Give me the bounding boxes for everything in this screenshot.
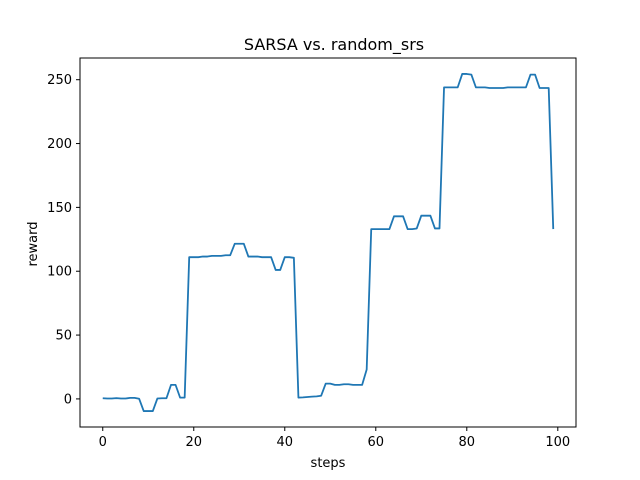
x-tick-label: 80	[459, 435, 476, 450]
plot-area	[79, 57, 577, 428]
x-axis: 0 20 40 60 80 100	[99, 427, 570, 450]
x-axis-label: steps	[311, 456, 346, 471]
y-tick-label: 200	[47, 137, 72, 152]
y-tick-label: 100	[47, 265, 72, 280]
y-axis-label: reward	[26, 221, 41, 266]
x-tick-label: 20	[185, 435, 202, 450]
x-tick-label: 40	[276, 435, 293, 450]
chart-title: SARSA vs. random_srs	[244, 35, 424, 55]
x-tick-label: 60	[368, 435, 385, 450]
plot-frame	[79, 57, 577, 428]
y-tick-label: 0	[64, 392, 72, 407]
x-tick-label: 0	[99, 435, 107, 450]
y-axis: 0 50 100 150 200 250	[47, 73, 80, 407]
y-tick-label: 150	[47, 201, 72, 216]
y-tick-label: 50	[55, 329, 72, 344]
y-tick-label: 250	[47, 73, 72, 88]
x-tick-label: 100	[545, 435, 570, 450]
series-line-0	[102, 73, 555, 412]
